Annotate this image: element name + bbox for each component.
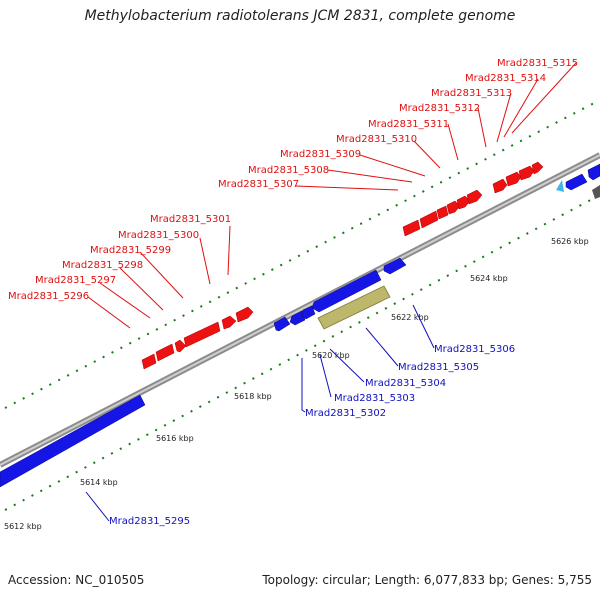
gene-label: Mrad2831_5308 — [248, 165, 329, 176]
gene-arrow — [466, 189, 483, 205]
gene-arrow — [235, 306, 254, 323]
gene-label: Mrad2831_5299 — [90, 245, 171, 256]
gene-arrow — [565, 173, 588, 191]
gene-label: Mrad2831_5309 — [280, 149, 361, 160]
gene-arrow — [518, 165, 535, 181]
gene-label: Mrad2831_5295 — [109, 516, 190, 527]
gene-label: Mrad2831_5306 — [434, 344, 515, 355]
kbp-labels: 5612 kbp 5614 kbp 5616 kbp 5618 kbp 5620… — [4, 237, 589, 531]
gene-arrow — [311, 269, 382, 313]
forward-gene-labels: Mrad2831_5296 Mrad2831_5297 Mrad2831_529… — [8, 58, 578, 302]
gene-arrow — [505, 171, 522, 187]
topology-text: Topology: circular; Length: 6,077,833 bp… — [262, 573, 592, 587]
gene-label: Mrad2831_5300 — [118, 230, 199, 241]
accession-text: Accession: NC_010505 — [8, 573, 145, 587]
gene-label: Mrad2831_5312 — [399, 103, 480, 114]
gene-arrow — [446, 200, 461, 215]
kbp-label: 5616 kbp — [156, 434, 194, 443]
gene-label: Mrad2831_5310 — [336, 134, 417, 145]
gene-arrow — [155, 343, 175, 362]
gene-label: Mrad2831_5297 — [35, 275, 116, 286]
gene-arrow — [141, 353, 157, 370]
tick-track-upper — [4, 99, 600, 409]
genome-backbone — [0, 152, 600, 468]
gene-label: Mrad2831_5298 — [62, 260, 143, 271]
gene-arrow — [183, 321, 221, 348]
gene-arrow — [289, 310, 306, 326]
gene-arrow — [456, 195, 471, 210]
reverse-genes — [0, 163, 600, 488]
gene-label: Mrad2831_5307 — [218, 179, 299, 190]
gene-arrow — [492, 178, 508, 194]
gene-label: Mrad2831_5303 — [334, 393, 415, 404]
gene-arrow — [587, 163, 600, 181]
tick-track-lower — [4, 194, 600, 511]
reverse-gene-labels: Mrad2831_5295 Mrad2831_5302 Mrad2831_530… — [109, 344, 515, 527]
gene-label: Mrad2831_5313 — [431, 88, 512, 99]
gene-arrow — [402, 219, 421, 237]
gene-label: Mrad2831_5305 — [398, 362, 479, 373]
genome-title: Methylobacterium radiotolerans JCM 2831,… — [84, 8, 516, 24]
gene-arrow — [174, 339, 187, 353]
kbp-label: 5624 kbp — [470, 274, 508, 283]
gene-arrow-gray — [592, 185, 600, 199]
small-feature-cyan — [556, 180, 564, 192]
rna-feature — [317, 285, 391, 330]
gene-arrow — [436, 205, 449, 220]
gene-label: Mrad2831_5311 — [368, 119, 449, 130]
gene-arrow — [0, 394, 146, 488]
gene-label: Mrad2831_5302 — [305, 408, 386, 419]
gene-arrow — [383, 257, 407, 275]
kbp-label: 5620 kbp — [312, 351, 350, 360]
gene-arrow — [531, 161, 544, 175]
gene-arrow — [221, 315, 237, 330]
gene-label: Mrad2831_5315 — [497, 58, 578, 69]
gene-arrow — [419, 210, 439, 229]
gene-arrow — [301, 305, 316, 320]
kbp-label: 5618 kbp — [234, 392, 272, 401]
reverse-leaders — [85, 304, 435, 522]
gene-label: Mrad2831_5304 — [365, 378, 446, 389]
kbp-label: 5614 kbp — [80, 478, 118, 487]
gene-label: Mrad2831_5314 — [465, 73, 546, 84]
gene-label: Mrad2831_5296 — [8, 291, 89, 302]
gene-arrow — [273, 316, 291, 332]
kbp-label: 5622 kbp — [391, 313, 429, 322]
kbp-label: 5626 kbp — [551, 237, 589, 246]
kbp-label: 5612 kbp — [4, 522, 42, 531]
forward-leaders — [87, 62, 577, 329]
forward-genes — [141, 161, 544, 370]
gene-label: Mrad2831_5301 — [150, 214, 231, 225]
